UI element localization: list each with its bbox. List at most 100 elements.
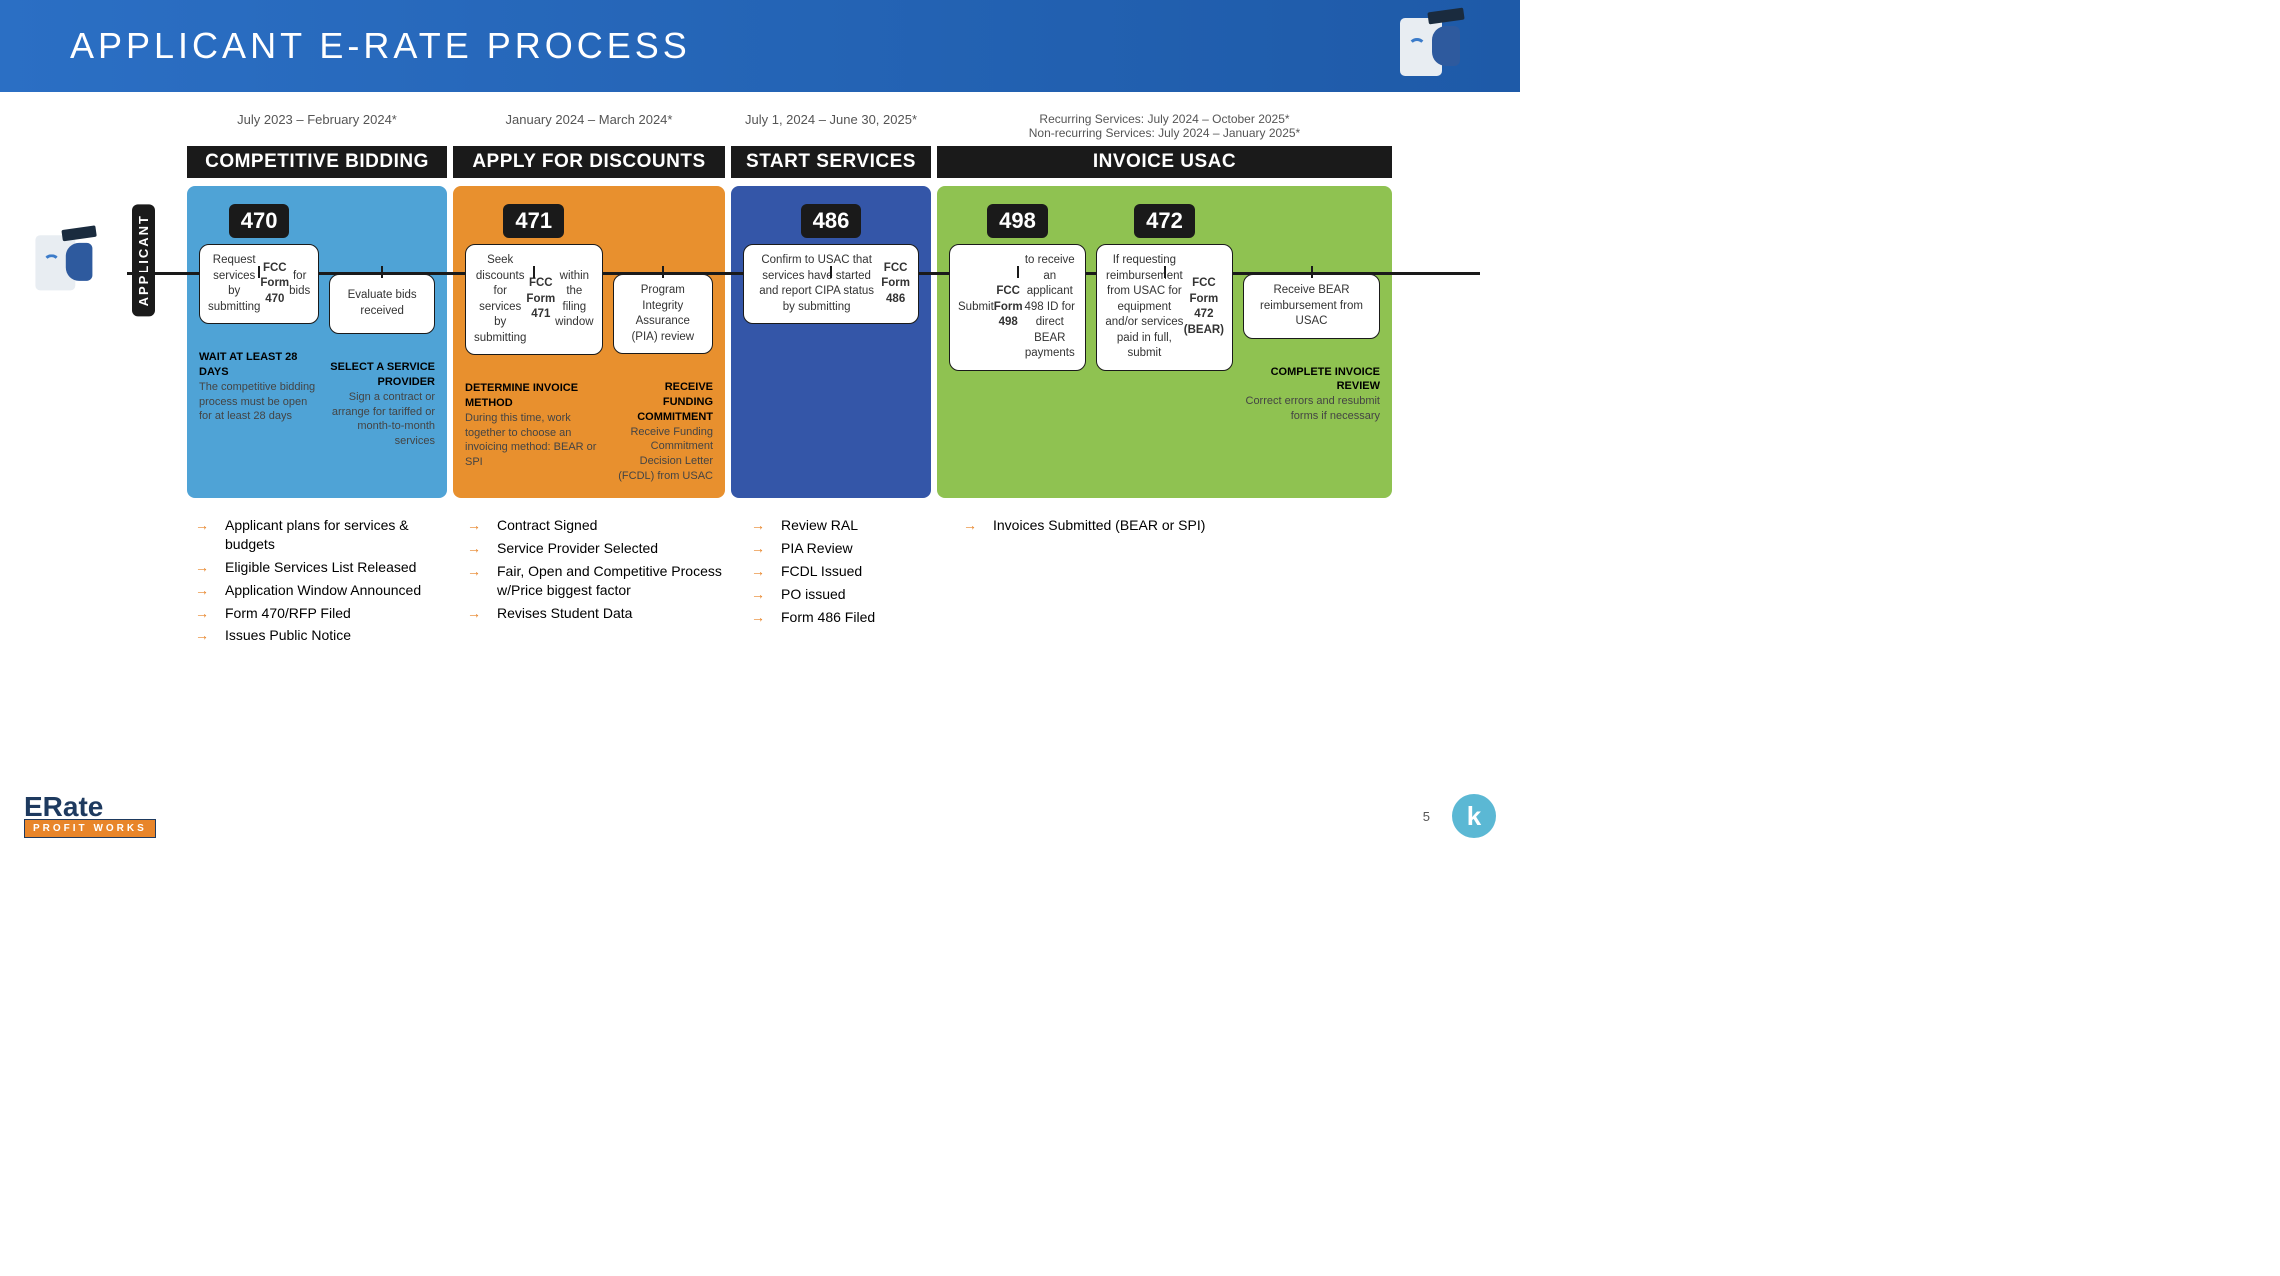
form-number-badge: 498 xyxy=(987,204,1048,238)
bullet-text: FCDL Issued xyxy=(781,562,862,581)
step-card: Request services by submitting FCC Form … xyxy=(199,244,319,324)
step-note: RECEIVE FUNDING COMMITMENTReceive Fundin… xyxy=(613,380,713,484)
step: 000Program Integrity Assurance (PIA) rev… xyxy=(613,204,713,484)
arrow-icon: → xyxy=(963,516,993,535)
phase-box-competitive-bidding: 470Request services by submitting FCC Fo… xyxy=(187,186,447,498)
arrow-icon: → xyxy=(195,516,225,554)
step: 000Receive BEAR reimbursement from USACC… xyxy=(1243,204,1380,484)
bullet-item: →Revises Student Data xyxy=(467,604,731,623)
content-area: July 2023 – February 2024*January 2024 –… xyxy=(0,92,1520,649)
step: 470Request services by submitting FCC Fo… xyxy=(199,204,319,484)
arrow-icon: → xyxy=(195,558,225,577)
phase-date: Recurring Services: July 2024 – October … xyxy=(937,112,1392,140)
arrow-icon: → xyxy=(467,539,497,558)
bullet-text: Invoices Submitted (BEAR or SPI) xyxy=(993,516,1205,535)
bullet-text: Fair, Open and Competitive Process w/Pri… xyxy=(497,562,731,600)
form-number-badge: 486 xyxy=(801,204,862,238)
phase-header: APPLY FOR DISCOUNTS xyxy=(453,146,725,178)
bullet-text: Applicant plans for services & budgets xyxy=(225,516,447,554)
bullet-item: →Application Window Announced xyxy=(195,581,447,600)
bullet-text: Form 470/RFP Filed xyxy=(225,604,351,623)
bullet-text: Review RAL xyxy=(781,516,858,535)
date-row: July 2023 – February 2024*January 2024 –… xyxy=(30,112,1490,140)
form-number-badge: 472 xyxy=(1134,204,1195,238)
bullet-item: →Eligible Services List Released xyxy=(195,558,447,577)
applicant-icon xyxy=(32,226,93,293)
bullet-item: →PIA Review xyxy=(751,539,943,558)
phase-box-start-services: 486 Confirm to USAC that services have st… xyxy=(731,186,931,498)
applicant-column: APPLICANT xyxy=(30,186,187,498)
bullet-text: Form 486 Filed xyxy=(781,608,875,627)
grad-icon-header xyxy=(1396,8,1460,78)
step-card: Receive BEAR reimbursement from USAC xyxy=(1243,274,1380,339)
page-number: 5 xyxy=(1423,809,1430,824)
bullet-column: →Invoices Submitted (BEAR or SPI) xyxy=(955,516,1410,649)
bullet-text: Application Window Announced xyxy=(225,581,421,600)
arrow-icon: → xyxy=(751,516,781,535)
arrow-icon: → xyxy=(467,516,497,535)
bullet-text: Eligible Services List Released xyxy=(225,558,416,577)
bullet-item: →FCDL Issued xyxy=(751,562,943,581)
arrow-icon: → xyxy=(467,604,497,623)
bullet-text: Issues Public Notice xyxy=(225,626,351,645)
step-card: If requesting reimbursement from USAC fo… xyxy=(1096,244,1233,371)
bullet-item: →Contract Signed xyxy=(467,516,731,535)
bullet-text: PIA Review xyxy=(781,539,853,558)
phase-headers-row: COMPETITIVE BIDDINGAPPLY FOR DISCOUNTSST… xyxy=(30,146,1490,178)
bullet-item: →Form 486 Filed xyxy=(751,608,943,627)
arrow-icon: → xyxy=(751,585,781,604)
form-number-badge: 471 xyxy=(503,204,564,238)
step: 486 Confirm to USAC that services have st… xyxy=(743,204,919,484)
diagram-row: APPLICANT 470Request services by submitt… xyxy=(30,186,1490,498)
bullet-text: PO issued xyxy=(781,585,846,604)
phase-header: START SERVICES xyxy=(731,146,931,178)
step-card: Submit FCC Form 498 to receive an applic… xyxy=(949,244,1086,371)
step: 472 If requesting reimbursement from USAC… xyxy=(1096,204,1233,484)
bullet-text: Contract Signed xyxy=(497,516,597,535)
footer: ERate PROFIT WORKS 5 k xyxy=(24,794,1496,838)
applicant-label: APPLICANT xyxy=(132,204,155,316)
arrow-icon: → xyxy=(467,562,497,600)
phase-header: INVOICE USAC xyxy=(937,146,1392,178)
phase-date: July 2023 – February 2024* xyxy=(187,112,447,140)
arrow-icon: → xyxy=(751,562,781,581)
step-card: Seek discounts for services by submittin… xyxy=(465,244,603,355)
slide-title: APPLICANT E-RATE PROCESS xyxy=(70,25,691,67)
step-note: COMPLETE INVOICE REVIEWCorrect errors an… xyxy=(1243,365,1380,424)
arrow-icon: → xyxy=(751,608,781,627)
erate-logo-bottom: PROFIT WORKS xyxy=(24,819,156,838)
bullet-item: →Invoices Submitted (BEAR or SPI) xyxy=(963,516,1410,535)
step-card: Program Integrity Assurance (PIA) review xyxy=(613,274,713,354)
arrow-icon: → xyxy=(195,626,225,645)
bullet-text: Service Provider Selected xyxy=(497,539,658,558)
bullet-item: →Fair, Open and Competitive Process w/Pr… xyxy=(467,562,731,600)
arrow-icon: → xyxy=(751,539,781,558)
k-logo: k xyxy=(1452,794,1496,838)
slide-header: APPLICANT E-RATE PROCESS xyxy=(0,0,1520,92)
bullet-item: →Service Provider Selected xyxy=(467,539,731,558)
step-card: Confirm to USAC that services have start… xyxy=(743,244,919,324)
bullet-item: →Form 470/RFP Filed xyxy=(195,604,447,623)
bullet-text: Revises Student Data xyxy=(497,604,632,623)
bullet-item: →Applicant plans for services & budgets xyxy=(195,516,447,554)
bullet-item: →Review RAL xyxy=(751,516,943,535)
arrow-icon: → xyxy=(195,581,225,600)
phases-container: 470Request services by submitting FCC Fo… xyxy=(187,186,1490,498)
phase-box-apply-discounts: 471 Seek discounts for services by submit… xyxy=(453,186,725,498)
bullet-column: →Contract Signed→Service Provider Select… xyxy=(459,516,731,649)
step: 000Evaluate bids receivedSELECT A SERVIC… xyxy=(329,204,435,484)
erate-logo-top: ERate xyxy=(24,794,156,819)
step-card: Evaluate bids received xyxy=(329,274,435,334)
step: 498 Submit FCC Form 498 to receive an app… xyxy=(949,204,1086,484)
phase-header: COMPETITIVE BIDDING xyxy=(187,146,447,178)
phase-box-invoice-usac: 498 Submit FCC Form 498 to receive an app… xyxy=(937,186,1392,498)
bullet-item: →PO issued xyxy=(751,585,943,604)
erate-logo: ERate PROFIT WORKS xyxy=(24,794,156,838)
bullet-item: →Issues Public Notice xyxy=(195,626,447,645)
bullet-column: →Applicant plans for services & budgets→… xyxy=(187,516,447,649)
step-note: WAIT AT LEAST 28 DAYSThe competitive bid… xyxy=(199,350,319,424)
step-note: DETERMINE INVOICE METHODDuring this time… xyxy=(465,381,603,470)
step: 471 Seek discounts for services by submit… xyxy=(465,204,603,484)
arrow-icon: → xyxy=(195,604,225,623)
step-note: SELECT A SERVICE PROVIDERSign a contract… xyxy=(329,360,435,449)
